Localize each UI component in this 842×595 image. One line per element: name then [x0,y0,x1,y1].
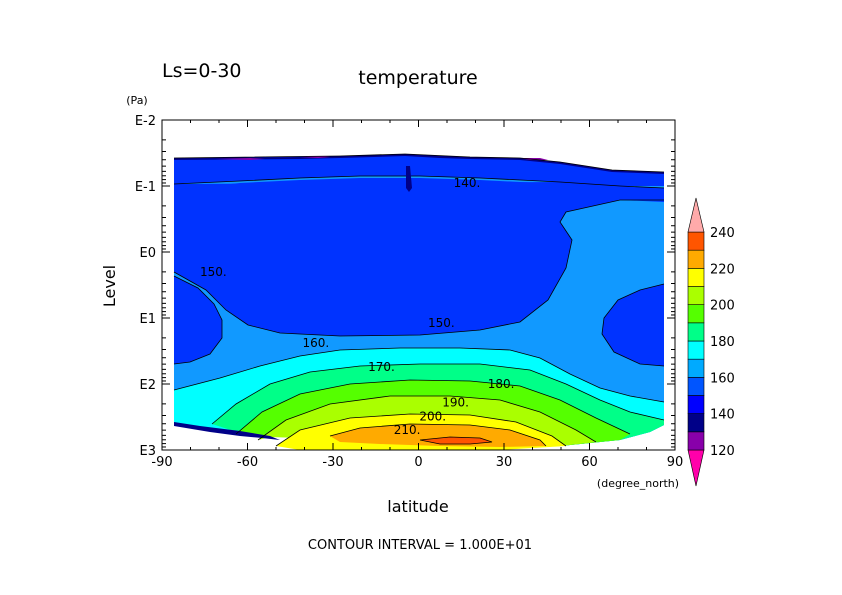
colorbar-swatch [687,377,705,396]
x-tick-label: 90 [667,455,684,470]
colorbar-label: 220 [710,262,735,277]
x-axis-label: latitude [387,497,448,516]
equator-notch [406,166,412,192]
colorbar-label: 140 [710,408,735,423]
band-140-150-core [174,178,664,336]
contour-160 [173,347,665,403]
colorbar-swatch [687,322,705,342]
y-tick-label: E-1 [135,180,156,195]
colorbar-label: 200 [710,299,735,314]
band-220-230 [420,437,492,444]
contour-label: 200. [419,409,446,423]
colorbar-label: 120 [710,444,735,459]
colorbar-swatch [687,340,705,360]
y-tick-label: E0 [140,246,157,261]
y-axis-ticks: E-2 E-1 E0 E1 E2 E3 [135,114,675,459]
y-axis-unit: (Pa) [126,94,147,107]
contour-210 [329,423,547,447]
x-tick-label: 0 [414,455,422,470]
y-tick-label: E2 [140,378,157,393]
contour-label: 150. [200,265,227,279]
colorbar-swatch [687,231,705,251]
colorbar-swatch [687,358,705,378]
contour-170 [211,363,665,425]
colorbar-swatch [687,268,705,287]
colorbar-under-triangle [687,449,705,487]
x-tick-label: -60 [237,455,258,470]
y-tick-label: E3 [140,444,157,459]
colorbar-swatch [687,286,705,305]
y-tick-label: E1 [140,312,157,327]
contour-150 [173,199,664,337]
contour-label: 180. [488,377,515,391]
contour-labels: 140. 150. 150. 160. 170. 180. 190.200.210. [200,176,515,437]
band-140-150-right-lobe [602,284,664,366]
chart-title: temperature [358,67,477,89]
colorbar-swatch [687,249,705,269]
band-130-140-top [174,154,664,174]
contour-label: 140. [454,176,481,190]
plot-area: 140. 150. 150. 160. 170. 180. 190.200.210. -90… [135,114,683,470]
colorbar-label: 240 [710,226,735,241]
x-tick-label: 30 [496,455,513,470]
contour-140 [173,175,665,189]
colorbar-label: 180 [710,335,735,350]
band-lt130-top [215,156,548,160]
contour-label: 160. [303,336,330,350]
contour-label: 170. [368,360,395,374]
band-140-150-left-lobe [174,276,222,364]
colorbar-swatch [687,304,705,324]
contour-label: 150. [428,316,455,330]
colorbar-swatch [687,395,705,414]
x-tick-label: -90 [151,455,172,470]
colorbar-swatch [687,431,705,451]
contour-label: 210. [394,423,421,437]
band-210-220 [330,424,546,447]
contour-130 [173,153,665,173]
x-axis-unit: (degree_north) [597,477,679,490]
colorbar-over-triangle [687,197,705,233]
contour-220 [419,436,493,445]
band-130-140-surface [174,422,280,440]
contour-150-left [173,275,223,365]
contour-180 [235,379,631,435]
contour-interval-note: CONTOUR INTERVAL = 1.000E+01 [308,538,532,553]
contour-150-right [601,283,665,367]
contour-lines [173,153,665,447]
colorbar-label: 160 [710,371,735,386]
x-tick-label: -30 [322,455,343,470]
colorbar: 120 140 160 180 200 220 240 [687,197,735,487]
y-tick-label: E-2 [135,114,156,129]
contour-190 [257,395,597,443]
y-axis-label: Level [100,265,119,307]
contour-label: 190. [442,395,469,409]
x-tick-label: 60 [581,455,598,470]
contour-bands [174,154,664,450]
season-label: Ls=0-30 [162,60,242,82]
colorbar-swatch [687,413,705,433]
contour-200 [275,413,567,447]
